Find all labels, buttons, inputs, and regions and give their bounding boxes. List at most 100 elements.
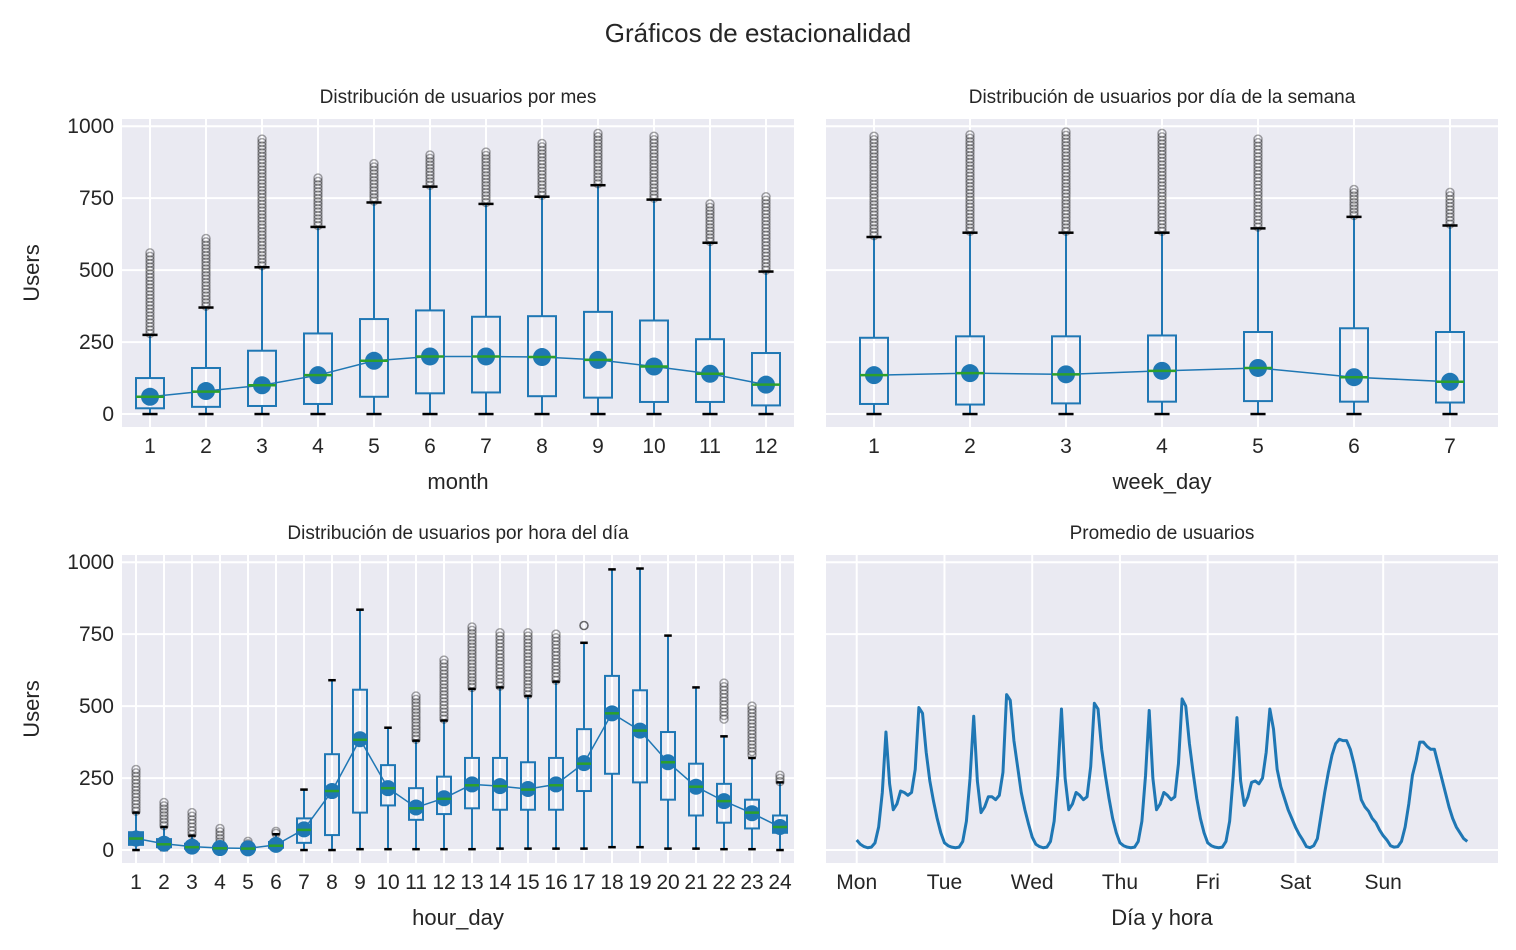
outlier-point xyxy=(481,174,491,184)
outlier-point xyxy=(369,196,379,206)
outlier-point xyxy=(411,707,421,718)
outlier-point xyxy=(145,255,155,265)
outlier-point xyxy=(313,210,323,221)
outlier-point xyxy=(439,679,449,690)
outlier-point xyxy=(131,799,141,809)
outlier-point xyxy=(965,202,975,212)
y-tick-label: 750 xyxy=(79,187,114,210)
outlier-point xyxy=(649,148,659,159)
box-5 xyxy=(1243,134,1273,416)
outlier-point xyxy=(869,223,879,234)
outlier-point xyxy=(1253,194,1263,204)
plot-background xyxy=(826,555,1498,863)
outlier-point xyxy=(1061,216,1071,226)
outlier-point xyxy=(145,297,155,307)
outlier-point xyxy=(593,138,603,149)
outlier-point xyxy=(747,750,757,760)
outlier-point xyxy=(1445,187,1455,198)
outlier-point xyxy=(257,223,267,233)
outlier-point xyxy=(747,715,757,725)
outlier-point xyxy=(131,796,141,806)
outlier-point xyxy=(593,152,603,162)
outlier-point xyxy=(705,229,715,240)
outlier-point xyxy=(411,734,421,744)
x-tick-label: 4 xyxy=(312,435,324,458)
x-tick-label: 5 xyxy=(1252,435,1264,458)
outlier-point xyxy=(495,645,505,656)
outlier-point xyxy=(1157,212,1167,223)
outlier-point xyxy=(523,672,533,683)
outlier-point xyxy=(257,261,267,271)
outlier-point xyxy=(705,233,715,243)
outlier-point xyxy=(869,193,879,203)
outlier-point xyxy=(1253,173,1263,183)
outlier-point xyxy=(481,187,491,198)
outlier-point xyxy=(523,655,533,665)
outlier-point xyxy=(313,197,323,207)
outlier-point xyxy=(593,168,603,179)
outlier-point xyxy=(1253,137,1263,148)
outlier-point xyxy=(537,190,547,201)
outlier-point xyxy=(551,661,561,671)
outlier-point xyxy=(145,307,155,318)
outlier-point xyxy=(495,642,505,652)
x-tick-label: Thu xyxy=(1102,871,1138,894)
outlier-point xyxy=(761,212,771,223)
x-tick-label: 10 xyxy=(642,435,665,458)
outlier-point xyxy=(869,210,879,220)
outlier-point xyxy=(439,655,449,665)
outlier-point xyxy=(467,659,477,669)
outlier-point xyxy=(761,230,771,240)
outlier-point xyxy=(719,696,729,706)
outlier-point xyxy=(313,220,323,231)
outlier-point xyxy=(257,148,267,158)
outlier-point xyxy=(131,792,141,803)
x-tick-label: 8 xyxy=(326,871,338,894)
outlier-point xyxy=(481,184,491,194)
outlier-point xyxy=(705,202,715,213)
outlier-point xyxy=(719,692,729,703)
outlier-point xyxy=(257,141,267,151)
outlier-point xyxy=(495,638,505,649)
outlier-point xyxy=(257,254,267,264)
outlier-point xyxy=(215,827,225,837)
outlier-point xyxy=(719,681,729,692)
y-tick-label: 500 xyxy=(79,259,114,282)
outlier-point xyxy=(761,219,771,230)
y-tick-label: 500 xyxy=(79,695,114,718)
outlier-point xyxy=(869,196,879,207)
outlier-point xyxy=(201,237,211,247)
outlier-point xyxy=(1061,164,1071,175)
outlier-point xyxy=(1445,215,1455,226)
outlier-point xyxy=(257,240,267,251)
outlier-point xyxy=(869,230,879,241)
outlier-point xyxy=(159,801,169,811)
outlier-point xyxy=(869,220,879,231)
outlier-point xyxy=(869,203,879,213)
iqr-box xyxy=(247,349,277,407)
outlier-point xyxy=(145,279,155,290)
outlier-point xyxy=(1253,211,1263,222)
outlier-point xyxy=(965,167,975,178)
outlier-point xyxy=(467,639,477,649)
box-5 xyxy=(359,158,389,416)
outlier-point xyxy=(537,162,547,173)
outlier-point xyxy=(965,226,975,237)
outlier-point xyxy=(649,138,659,148)
outlier-point xyxy=(145,272,155,283)
figure-title: Gráficos de estacionalidad xyxy=(605,18,911,48)
outlier-point xyxy=(551,636,561,646)
outlier-point xyxy=(481,180,491,191)
y-tick-label: 250 xyxy=(79,331,114,354)
outlier-point xyxy=(719,699,729,710)
outlier-point xyxy=(439,700,449,710)
outlier-point xyxy=(747,736,757,746)
outlier-point xyxy=(257,189,267,199)
outlier-point xyxy=(705,209,715,219)
outlier-point xyxy=(1061,175,1071,185)
outlier-point xyxy=(159,814,169,824)
outlier-point xyxy=(1061,185,1071,195)
iqr-box xyxy=(415,309,445,395)
outlier-point xyxy=(719,707,729,717)
y-tick-label: 1000 xyxy=(67,115,114,138)
